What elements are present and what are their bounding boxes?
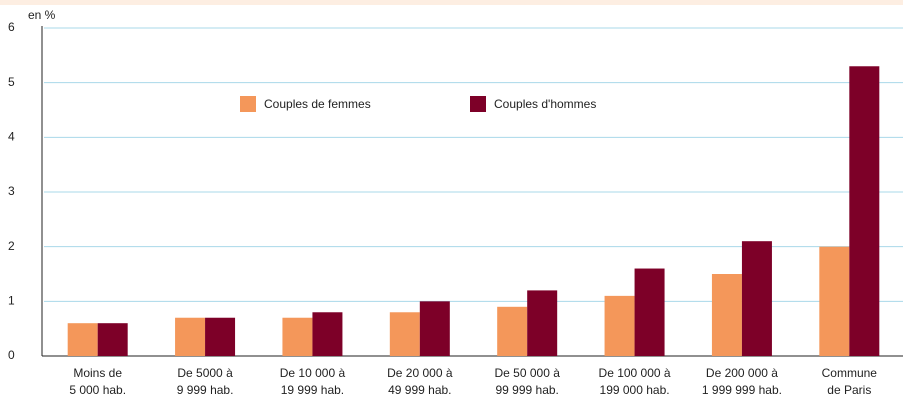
bar	[205, 317, 236, 356]
y-tick-label: 4	[8, 130, 15, 144]
x-tick-label: 49 999 hab.	[388, 383, 451, 397]
bar	[97, 323, 128, 356]
bar	[527, 290, 558, 356]
bar	[389, 312, 420, 356]
bar	[819, 246, 850, 356]
y-tick-label: 6	[8, 20, 15, 34]
bar	[312, 312, 343, 356]
y-tick-label: 3	[8, 184, 15, 198]
bar	[849, 66, 880, 357]
x-tick-label: de Paris	[827, 383, 871, 397]
bar	[175, 317, 206, 356]
bar	[634, 268, 665, 356]
bar	[711, 274, 742, 356]
y-tick-label: 0	[8, 348, 15, 362]
x-tick-label: 99 999 hab.	[495, 383, 558, 397]
legend-swatch	[470, 96, 486, 112]
bar	[419, 301, 450, 356]
bar	[497, 306, 528, 356]
bar	[741, 241, 772, 356]
y-tick-label: 1	[8, 294, 15, 308]
legend-label: Couples d'hommes	[494, 97, 596, 111]
x-tick-label: 5 000 hab.	[69, 383, 126, 397]
bar	[67, 323, 98, 356]
x-tick-label: Commune	[822, 366, 878, 380]
x-tick-label: De 100 000 à	[599, 366, 671, 380]
y-axis-label: en %	[28, 8, 56, 22]
legend-swatch	[240, 96, 256, 112]
y-tick-label: 2	[8, 239, 15, 253]
x-tick-label: 1 999 999 hab.	[702, 383, 782, 397]
x-tick-label: 19 999 hab.	[281, 383, 344, 397]
top-band	[0, 0, 903, 5]
bar	[604, 295, 635, 356]
x-tick-label: De 200 000 à	[706, 366, 778, 380]
x-tick-label: De 10 000 à	[280, 366, 346, 380]
legend-label: Couples de femmes	[264, 97, 371, 111]
x-tick-label: De 5000 à	[177, 366, 233, 380]
x-tick-label: 9 999 hab.	[177, 383, 234, 397]
bar	[282, 317, 313, 356]
y-tick-label: 5	[8, 75, 15, 89]
x-tick-label: 199 000 hab.	[600, 383, 670, 397]
x-tick-label: De 20 000 à	[387, 366, 453, 380]
x-tick-label: Moins de	[73, 366, 122, 380]
x-tick-label: De 50 000 à	[494, 366, 560, 380]
